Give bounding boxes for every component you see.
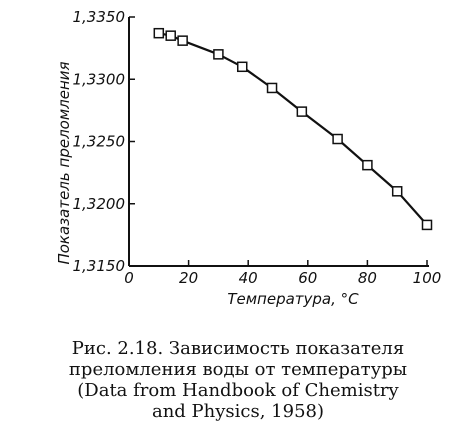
data-point-marker — [153, 27, 165, 39]
caption-line: and Physics, 1958) — [151, 401, 325, 422]
refractive-index-chart: 1,3150 1,3200 1,3250 1,3300 1,3350 0 20 40 60 80 1… — [55, 8, 442, 308]
data-series — [153, 27, 433, 231]
x-tick-label: 60 — [298, 269, 317, 287]
caption-line: преломления воды от температуры — [68, 359, 408, 380]
data-point-marker — [165, 30, 176, 41]
x-tick-label: 100 — [413, 269, 442, 287]
y-tick-label: 1,3250 — [73, 133, 126, 151]
data-point-marker — [266, 82, 278, 94]
y-tick-label: 1,3200 — [73, 195, 126, 213]
data-point-marker — [177, 35, 188, 46]
series-line — [158, 32, 428, 226]
x-tick-label: 20 — [179, 269, 198, 287]
x-tick-label: 0 — [124, 269, 134, 287]
x-axis-title: Температура, °С — [227, 290, 359, 308]
data-point-marker — [391, 186, 403, 197]
data-point-marker — [213, 49, 224, 60]
axes — [128, 16, 429, 267]
y-tick-label: 1,3300 — [73, 70, 126, 88]
data-point-marker — [362, 159, 373, 171]
tick-labels: 1,3150 1,3200 1,3250 1,3300 1,3350 0 20 40 60 80 1… — [73, 8, 442, 287]
data-point-marker — [236, 61, 248, 73]
caption-line: Рис. 2.18. Зависимость показателя — [71, 338, 405, 359]
data-point-marker — [421, 219, 433, 231]
caption-line: (Data from Handbook of Chemistry — [77, 380, 399, 401]
x-tick-label: 80 — [358, 269, 377, 287]
y-tick-label: 1,3350 — [73, 8, 126, 26]
data-point-marker — [332, 133, 343, 145]
data-point-marker — [296, 106, 308, 117]
figure-caption: Рис. 2.18. Зависимость показателя прелом… — [14, 338, 462, 422]
y-tick-label: 1,3150 — [73, 257, 126, 275]
x-tick-label: 40 — [239, 269, 258, 287]
y-axis-title: Показатель преломления — [55, 61, 73, 264]
